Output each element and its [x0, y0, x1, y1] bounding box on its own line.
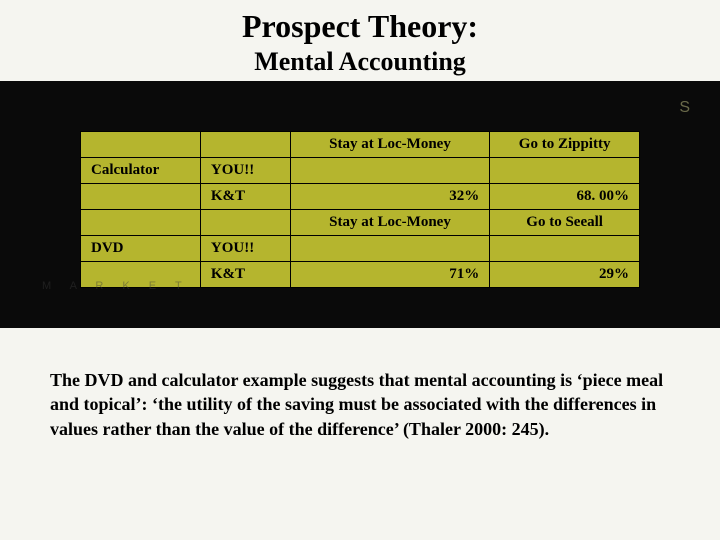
cell-stay-header: Stay at Loc-Money [290, 132, 489, 158]
cell-who: K&T [200, 262, 290, 288]
mental-accounting-table: Stay at Loc-Money Go to Zippitty Calcula… [80, 131, 640, 288]
cell-go-value: 68. 00% [490, 184, 640, 210]
caption-paragraph: The DVD and calculator example suggests … [50, 368, 670, 441]
caption-area: M A R K E T The DVD and calculator examp… [0, 328, 720, 441]
cell-who [200, 132, 290, 158]
cell-who [200, 210, 290, 236]
cell-go [490, 236, 640, 262]
table-row: Calculator YOU!! [81, 158, 640, 184]
cell-go-value: 29% [490, 262, 640, 288]
table-row: Stay at Loc-Money Go to Seeall [81, 210, 640, 236]
cell-item [81, 184, 201, 210]
cell-stay [290, 236, 489, 262]
table-row: K&T 32% 68. 00% [81, 184, 640, 210]
title-main: Prospect Theory: [0, 8, 720, 45]
cell-who: YOU!! [200, 236, 290, 262]
cell-stay-header: Stay at Loc-Money [290, 210, 489, 236]
cell-item: DVD [81, 236, 201, 262]
cell-item: Calculator [81, 158, 201, 184]
cell-go [490, 158, 640, 184]
cell-stay-value: 71% [290, 262, 489, 288]
cell-stay-value: 32% [290, 184, 489, 210]
table-row: DVD YOU!! [81, 236, 640, 262]
cell-who: YOU!! [200, 158, 290, 184]
cell-item [81, 210, 201, 236]
title-area: Prospect Theory: Mental Accounting [0, 0, 720, 81]
cell-stay [290, 158, 489, 184]
watermark-text: M A R K E T [42, 280, 190, 292]
cell-who: K&T [200, 184, 290, 210]
title-subtitle: Mental Accounting [0, 47, 720, 77]
cell-go-header: Go to Zippitty [490, 132, 640, 158]
cell-go-header: Go to Seeall [490, 210, 640, 236]
cell-item [81, 132, 201, 158]
table-row: Stay at Loc-Money Go to Zippitty [81, 132, 640, 158]
